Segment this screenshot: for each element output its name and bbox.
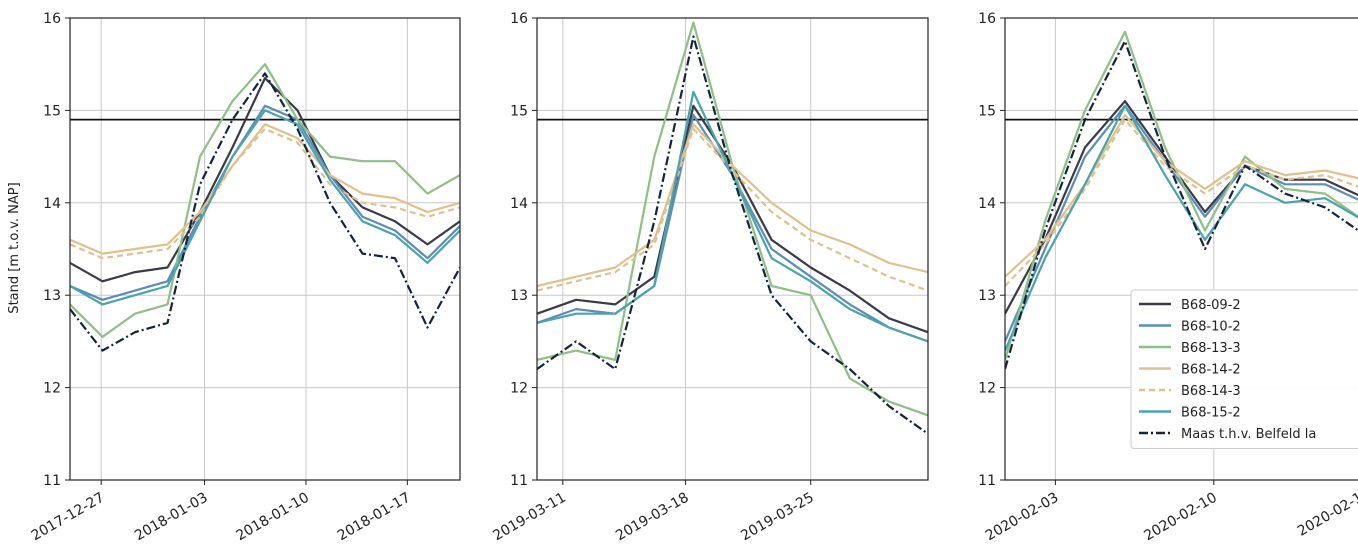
series-line-b68-14-3	[537, 127, 928, 292]
x-tick-label: 2018-01-10	[233, 490, 311, 545]
series-line-b68-14-2	[70, 123, 460, 255]
chart-panel-2: 11 12 13 14 15 16 2019-03-11 2019-03-18 2019-03-…	[490, 11, 929, 545]
axes-frame	[536, 17, 929, 481]
y-tick-label: 12	[978, 381, 996, 397]
legend-label: B68-13-3	[1181, 341, 1241, 356]
chart-panel-3: 11 12 13 14 15 16 2020-02-03 2020-02-10 2020-02-…	[978, 11, 1358, 544]
series-line-b68-14-2	[1005, 113, 1358, 278]
y-tick-label: 13	[978, 288, 996, 304]
series-line-b68-15-2	[70, 109, 460, 306]
legend-label: B68-10-2	[1181, 320, 1241, 335]
y-tick-label: 11	[510, 473, 528, 489]
y-tick-label: 16	[43, 11, 61, 27]
series-line-b68-09-2	[1005, 100, 1358, 315]
y-tick-label: 15	[978, 103, 996, 119]
y-tick-label: 14	[978, 196, 996, 212]
series-line-maas-t-h-v-belfeld-la	[70, 72, 460, 352]
y-tick-label: 11	[978, 473, 996, 489]
x-tick-label: 2020-02-03	[983, 490, 1061, 545]
x-tick-label: 2020-02-10	[1141, 490, 1219, 545]
series-line-maas-t-h-v-belfeld-la	[1005, 39, 1358, 370]
axes-frame	[1004, 17, 1358, 481]
legend-box	[1130, 289, 1358, 449]
series-line-b68-14-3	[1005, 118, 1358, 287]
y-tick-label: 12	[510, 381, 528, 397]
legend-label: B68-14-2	[1181, 363, 1241, 378]
y-tick-label: 16	[978, 11, 996, 27]
y-tick-label: 15	[43, 103, 61, 119]
legend: B68-09-2 B68-10-2 B68-13-3 B68-14-2 B68-14-3…	[1130, 289, 1358, 449]
series-line-b68-14-2	[537, 123, 928, 288]
legend-label: Maas t.h.v. Belfeld la	[1181, 427, 1316, 442]
x-tick-label: 2020-02-1	[1295, 490, 1358, 540]
y-tick-label: 16	[510, 11, 528, 27]
x-tick-label: 2019-03-25	[738, 490, 816, 545]
x-tick-label: 2017-12-27	[29, 490, 107, 545]
legend-label: B68-15-2	[1181, 406, 1241, 421]
series-line-b68-13-3	[70, 63, 460, 338]
y-tick-label: 14	[510, 196, 528, 212]
y-tick-label: 13	[510, 288, 528, 304]
y-tick-label: 12	[43, 381, 61, 397]
legend-label: B68-09-2	[1181, 298, 1241, 313]
y-tick-label: 14	[43, 196, 61, 212]
series-line-b68-13-3	[1005, 30, 1358, 361]
chart-panel-1: 11 12 13 14 15 16 2017-12-27 2018-01-03 2018-01-…	[29, 11, 461, 545]
x-tick-label: 2018-01-03	[132, 490, 210, 545]
y-tick-label: 15	[510, 103, 528, 119]
series-line-b68-10-2	[70, 104, 460, 301]
series-line-b68-09-2	[70, 76, 460, 283]
y-tick-label: 13	[43, 288, 61, 304]
series-line-b68-09-2	[537, 104, 928, 334]
series-line-b68-14-3	[70, 127, 460, 260]
series-line-maas-t-h-v-belfeld-la	[537, 35, 928, 435]
legend-label: B68-14-3	[1181, 384, 1241, 399]
y-tick-label: 11	[43, 473, 61, 489]
axes-frame	[69, 17, 461, 481]
y-axis-label: Stand [m t.o.v. NAP]	[7, 182, 22, 313]
x-tick-label: 2019-03-11	[490, 490, 568, 545]
x-tick-label: 2018-01-17	[335, 490, 413, 545]
x-tick-label: 2019-03-18	[613, 490, 691, 545]
series-line-b68-10-2	[537, 113, 928, 343]
